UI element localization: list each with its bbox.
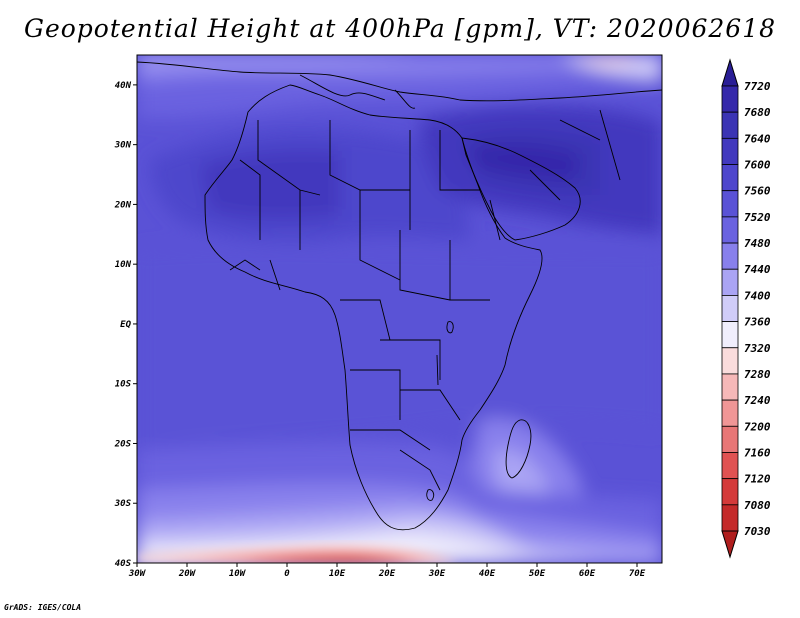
colorbar-swatch [721, 295, 739, 322]
grads-credit: GrADS: IGES/COLA [4, 603, 82, 612]
y-tick-label: 20S [114, 439, 132, 449]
y-axis: 40N 30N 20N 10N EQ 10S 20S 30S 40S [114, 81, 137, 569]
colorbar-swatch [721, 347, 739, 375]
colorbar-label: 7640 [744, 132, 771, 145]
colorbar-swatch [721, 321, 739, 349]
x-tick-label: 60E [579, 569, 596, 579]
x-tick-label: 10E [329, 569, 346, 579]
colorbar-label: 7080 [744, 499, 771, 512]
y-tick-label: 40S [115, 559, 132, 569]
x-tick-label: 0 [284, 569, 290, 579]
colorbar-swatch [721, 452, 739, 480]
x-tick-label: 30W [128, 569, 147, 579]
colorbar-label: 7280 [744, 368, 771, 381]
y-tick-label: 20N [114, 200, 132, 210]
colorbar-swatch [721, 164, 739, 192]
colorbar-swatch [721, 268, 739, 296]
colorbar-label: 7480 [744, 237, 771, 250]
plot-frame [136, 54, 663, 564]
figure-title: Geopotential Height at 400hPa [gpm], VT:… [23, 14, 777, 43]
y-tick-label: 30S [114, 499, 132, 509]
colorbar-label: 7440 [744, 263, 771, 276]
colorbar-swatch [721, 111, 739, 139]
x-tick-label: 40E [479, 569, 496, 579]
colorbar-label: 7240 [744, 394, 771, 407]
y-tick-label: 10S [115, 380, 132, 390]
colorbar-label: 7720 [744, 80, 771, 93]
x-tick-label: 50E [529, 569, 546, 579]
y-tick-label: 10N [115, 260, 132, 270]
colorbar-swatch [721, 216, 739, 244]
x-tick-label: 20W [178, 569, 197, 579]
colorbar-label: 7360 [744, 316, 771, 329]
colorbar-swatch [721, 504, 739, 532]
colorbar-extend-top [721, 58, 739, 87]
height-field [137, 55, 662, 563]
colorbar-swatch [721, 478, 739, 506]
x-axis: 30W 20W 10W 0 10E 20E 30E 40E 50E 60E 70E [128, 563, 646, 579]
colorbar-label: 7680 [744, 106, 771, 119]
colorbar-label: 7400 [744, 289, 771, 302]
colorbar-swatch [721, 190, 739, 218]
y-tick-label: 30N [114, 141, 132, 151]
colorbar-extend-bottom [721, 530, 739, 559]
colorbar-label: 7600 [744, 159, 771, 172]
colorbar-swatch [721, 399, 739, 427]
x-tick-label: 20E [378, 569, 396, 579]
colorbar-label: 7120 [744, 473, 771, 486]
colorbar-swatch [721, 373, 739, 401]
colorbar-label: 7320 [744, 342, 771, 355]
colorbar-label: 7030 [744, 525, 771, 538]
x-tick-label: 70E [629, 569, 646, 579]
y-tick-label: EQ [120, 320, 131, 330]
colorbar-swatch [721, 85, 739, 113]
colorbar-label: 7200 [744, 420, 771, 433]
x-tick-label: 30E [428, 569, 446, 579]
y-tick-label: 40N [115, 81, 132, 91]
colorbar-swatch [721, 137, 739, 165]
colorbar-label: 7160 [744, 446, 771, 459]
colorbar-label: 7560 [744, 185, 771, 198]
coastlines [137, 61, 662, 531]
colorbar-swatch [721, 425, 739, 453]
x-tick-label: 10W [229, 569, 247, 579]
colorbar: 7720 7680 7640 7600 7560 7520 7480 7440 7400 7360… [721, 58, 771, 559]
colorbar-swatch [721, 242, 739, 270]
colorbar-label: 7520 [744, 211, 771, 224]
